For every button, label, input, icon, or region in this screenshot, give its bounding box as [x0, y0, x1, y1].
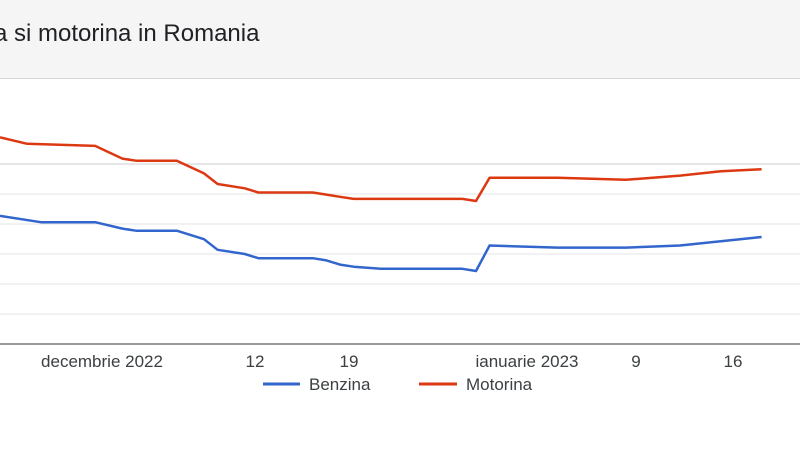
series-line-benzina: [0, 214, 762, 273]
legend-label-motorina: Motorina: [466, 375, 533, 394]
x-axis-ticks: decembrie 2022 12 19 ianuarie 2023 9 16: [41, 352, 742, 371]
x-tick-label: 19: [340, 352, 359, 371]
x-tick-label: ianuarie 2023: [475, 352, 578, 371]
legend-item-benzina[interactable]: Benzina: [263, 375, 371, 394]
line-chart: decembrie 2022 12 19 ianuarie 2023 9 16 …: [0, 136, 800, 394]
x-tick-label: decembrie 2022: [41, 352, 163, 371]
x-tick-label: 9: [631, 352, 640, 371]
x-tick-label: 16: [724, 352, 743, 371]
x-tick-label: 12: [246, 352, 265, 371]
legend[interactable]: Benzina Motorina: [263, 375, 533, 394]
chart-header: a si motorina in Romania: [0, 0, 800, 79]
gridlines: [0, 163, 800, 345]
legend-label-benzina: Benzina: [309, 375, 371, 394]
series-line-motorina: [0, 136, 762, 203]
legend-item-motorina[interactable]: Motorina: [419, 375, 533, 394]
chart-title: a si motorina in Romania: [0, 20, 260, 47]
